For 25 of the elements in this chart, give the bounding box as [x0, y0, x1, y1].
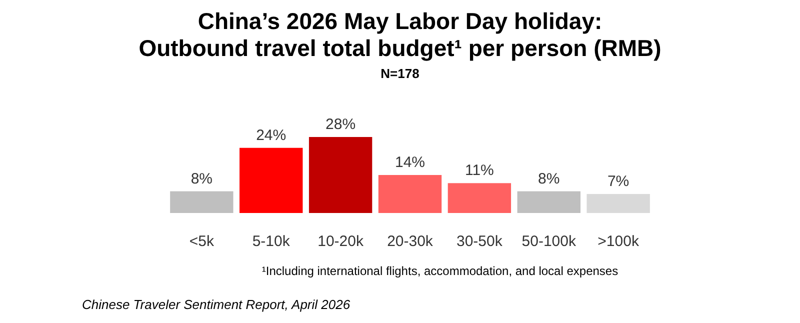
bar [240, 148, 303, 213]
data-label: 28% [326, 116, 356, 133]
data-label: 24% [256, 126, 286, 144]
x-tick-label: 5-10k [252, 233, 290, 250]
data-label: 7% [607, 173, 630, 190]
bar [448, 183, 512, 213]
chart-title: China’s 2026 May Labor Day holiday: Outbound travel total budget¹ per person (RMB) [138, 8, 662, 61]
data-label: 8% [190, 170, 213, 188]
x-tick-label: 10-20k [318, 233, 364, 250]
x-tick-label: 50-100k [522, 233, 576, 250]
chart-subtitle: N=178 [380, 66, 420, 81]
bar [517, 191, 580, 213]
bar [378, 175, 442, 213]
bar [586, 194, 650, 213]
x-tick-label: 20-30k [387, 233, 434, 250]
data-label: 14% [394, 154, 426, 171]
bar [170, 191, 234, 213]
x-tick-label: <5k [189, 233, 214, 250]
data-label: 11% [464, 162, 494, 180]
x-tick-label: 30-50k [456, 233, 503, 250]
data-label: 8% [538, 170, 560, 188]
x-tick-label: >100k [598, 233, 640, 250]
bar [308, 137, 372, 213]
text: ¹Including international flights, accommodation, and local expenses [262, 264, 618, 278]
text: Chinese Traveler Sentiment Report, April 2026 [82, 297, 351, 312]
